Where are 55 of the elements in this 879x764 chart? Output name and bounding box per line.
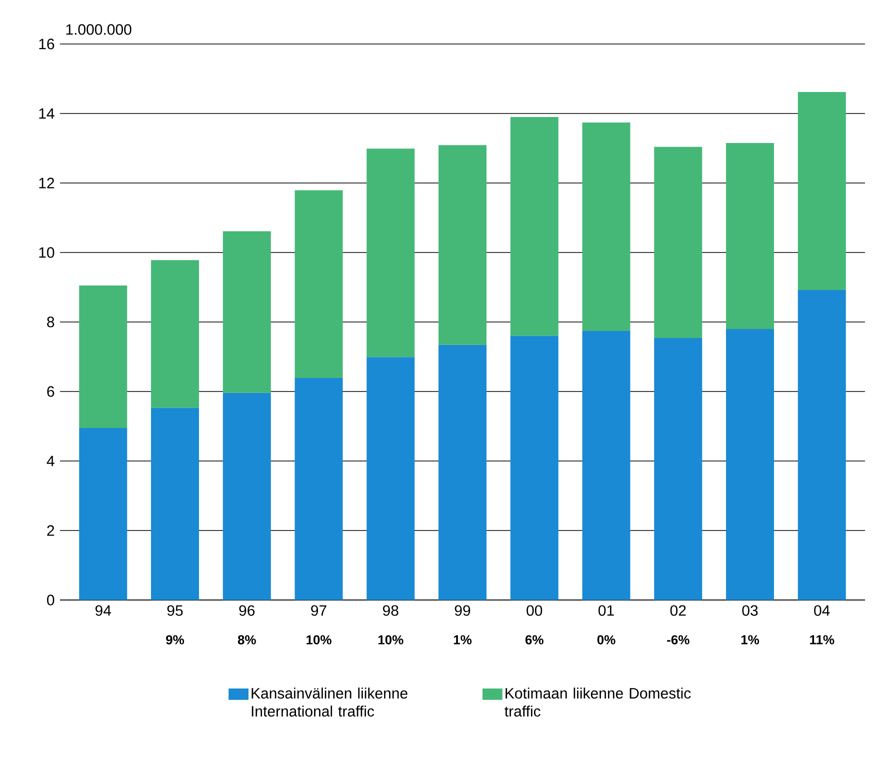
bar xyxy=(654,146,702,338)
y-tick-label: 6 xyxy=(47,386,54,397)
x-tick-label: 99 xyxy=(454,605,470,616)
bar xyxy=(654,338,702,600)
text: 6% xyxy=(525,635,544,644)
text: 10% xyxy=(306,635,332,644)
bar xyxy=(726,143,774,329)
bar xyxy=(366,357,415,600)
text: 1% xyxy=(454,635,472,644)
x-tick-label: 00 xyxy=(526,605,542,616)
bar xyxy=(79,428,128,600)
bar xyxy=(438,344,487,600)
bar xyxy=(222,231,271,393)
bar xyxy=(582,331,630,600)
y-tick-label: 16 xyxy=(39,38,54,50)
x-tick-label: 03 xyxy=(742,605,758,616)
x-tick-label: 96 xyxy=(239,605,255,616)
y-tick-label: 2 xyxy=(47,525,54,536)
text: 10% xyxy=(378,635,404,644)
y-tick-label: 4 xyxy=(46,456,54,466)
y-tick-label: 14 xyxy=(39,108,54,119)
x-tick-label: 95 xyxy=(167,605,183,616)
bar xyxy=(726,328,774,600)
bar xyxy=(438,145,487,345)
text: 0% xyxy=(597,635,616,644)
x-tick-label: 04 xyxy=(814,605,830,616)
y-tick-label: 12 xyxy=(39,178,54,188)
bar xyxy=(366,148,415,358)
x-tick-label: 97 xyxy=(311,605,326,616)
x-tick-label: 98 xyxy=(382,605,398,616)
y-tick-label: 0 xyxy=(47,594,54,606)
text: 1% xyxy=(741,635,760,644)
bar xyxy=(798,290,846,600)
bar xyxy=(79,286,128,428)
x-tick-label: 94 xyxy=(95,605,112,616)
x-tick-label: 02 xyxy=(670,605,686,616)
bar xyxy=(510,336,558,600)
bar xyxy=(151,408,199,600)
text: 9% xyxy=(166,635,184,644)
bar xyxy=(294,190,343,378)
x-tick-label: 01 xyxy=(598,605,614,616)
text: 8% xyxy=(238,635,256,644)
bar xyxy=(510,116,558,336)
text: -6% xyxy=(667,635,690,644)
bar xyxy=(151,260,199,408)
legend-label: Kansainvälinen liikenne International traffic xyxy=(252,688,408,717)
bar xyxy=(294,378,343,600)
bar xyxy=(798,92,846,290)
y-tick-label: 10 xyxy=(39,247,54,258)
y-axis-title: 1.000.000 xyxy=(66,24,132,35)
bar xyxy=(222,392,271,600)
bar xyxy=(582,122,630,332)
legend-label: Kotimaan liikenne Domestic traffic xyxy=(504,688,691,717)
text: 11% xyxy=(810,635,834,644)
y-tick-label: 8 xyxy=(47,316,54,328)
